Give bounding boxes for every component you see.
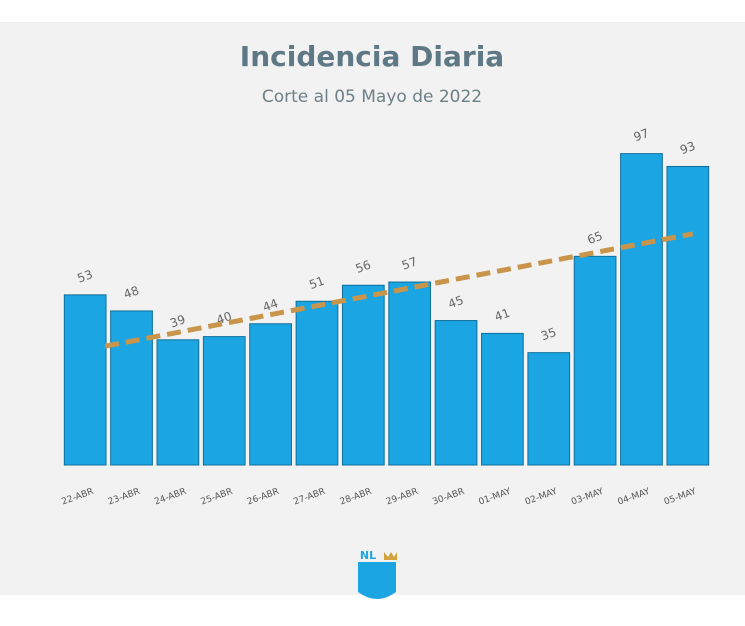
trend-line xyxy=(104,231,694,349)
bar xyxy=(620,153,663,466)
logo-crown xyxy=(384,552,397,560)
logo-text: NL xyxy=(360,549,376,562)
value-label: 56 xyxy=(354,258,373,276)
logo: NL xyxy=(358,549,397,599)
value-label: 45 xyxy=(446,293,465,311)
bar xyxy=(573,255,617,466)
value-label: 57 xyxy=(400,254,419,272)
value-label: 41 xyxy=(493,306,512,324)
value-label: 44 xyxy=(261,296,280,314)
value-label: 93 xyxy=(678,139,697,157)
bar xyxy=(110,310,153,466)
bar xyxy=(527,352,571,466)
bar xyxy=(63,294,107,466)
value-label: 53 xyxy=(75,267,94,285)
bar xyxy=(388,281,432,466)
value-label: 65 xyxy=(585,229,604,247)
chart-title: Incidencia Diaria xyxy=(240,40,504,73)
bar xyxy=(295,300,339,466)
chart-subtitle: Corte al 05 Mayo de 2022 xyxy=(262,87,482,107)
bar xyxy=(434,320,478,466)
logo-shield xyxy=(358,562,396,599)
value-label: 97 xyxy=(632,126,651,144)
bar xyxy=(481,332,524,466)
bar xyxy=(202,336,246,466)
bar xyxy=(341,284,385,466)
value-label: 35 xyxy=(539,325,558,343)
bar xyxy=(156,339,200,466)
value-label: 39 xyxy=(168,312,187,330)
bar xyxy=(249,323,292,466)
value-label: 51 xyxy=(307,274,326,292)
value-label: 48 xyxy=(122,283,141,301)
bar xyxy=(666,165,710,466)
